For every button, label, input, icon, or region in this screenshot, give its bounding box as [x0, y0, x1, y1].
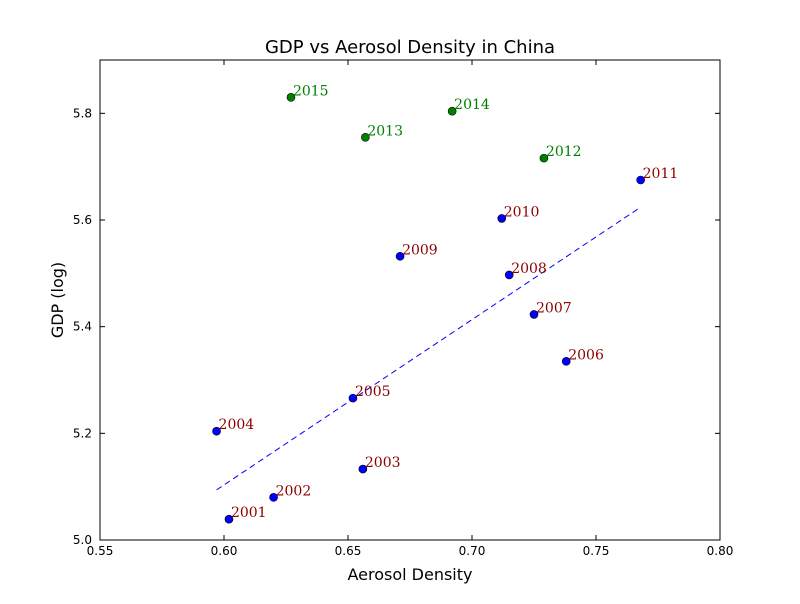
y-axis-label: GDP (log): [48, 262, 67, 338]
data-point-2002: [269, 493, 278, 502]
data-label-2007: 2007: [536, 300, 572, 316]
x-tick-label: 0.55: [87, 544, 114, 558]
data-point-2014: [447, 106, 457, 116]
data-point-2007: [529, 310, 539, 319]
data-label-2011: 2011: [643, 166, 679, 182]
x-tick-label: 0.75: [583, 544, 610, 558]
data-label-2008: 2008: [511, 261, 547, 277]
data-label-2003: 2003: [365, 455, 401, 471]
y-tick-label: 5.2: [73, 426, 92, 440]
data-label-2004: 2004: [219, 417, 255, 433]
data-point-2008: [504, 270, 514, 280]
data-point-2006: [561, 357, 571, 366]
plot-frame: [99, 59, 721, 541]
data-point-2012: [539, 153, 549, 163]
data-label-2015: 2015: [293, 83, 329, 99]
plot-area: 0.55 0.60 0.65 0.70 0.75 0.80 5.0 5.2 5.4 5.6 5.8 2…: [73, 59, 734, 558]
y-tick-label: 5.0: [73, 533, 92, 547]
chart-title: GDP vs Aerosol Density in China: [265, 37, 555, 58]
x-axis-label: Aerosol Density: [347, 565, 472, 584]
y-tick-label: 5.4: [73, 320, 92, 334]
data-point-2015: [286, 93, 296, 102]
data-point-2011: [636, 175, 645, 185]
trend-line: [216, 206, 641, 491]
data-label-2001: 2001: [231, 505, 267, 521]
data-point-2009: [395, 251, 405, 261]
y-tick-label: 5.6: [73, 213, 92, 227]
x-tick-label: 0.80: [707, 544, 734, 558]
data-point-2003: [358, 464, 368, 474]
y-tick-label: 5.8: [73, 106, 92, 120]
data-label-2005: 2005: [355, 384, 391, 400]
data-label-2010: 2010: [504, 204, 540, 220]
data-point-2010: [497, 214, 507, 223]
data-label-2002: 2002: [276, 483, 312, 499]
x-tick-label: 0.60: [211, 544, 238, 558]
data-point-2013: [361, 133, 370, 142]
data-point-2001: [224, 514, 234, 524]
data-label-2006: 2006: [568, 347, 604, 363]
x-tick-label: 0.70: [459, 544, 486, 558]
data-label-2009: 2009: [402, 242, 438, 258]
data-label-2014: 2014: [454, 97, 490, 113]
data-point-2004: [212, 426, 221, 436]
data-label-2013: 2013: [367, 123, 403, 139]
x-tick-label: 0.65: [335, 544, 362, 558]
data-label-2012: 2012: [546, 144, 582, 160]
data-point-2005: [348, 393, 358, 403]
